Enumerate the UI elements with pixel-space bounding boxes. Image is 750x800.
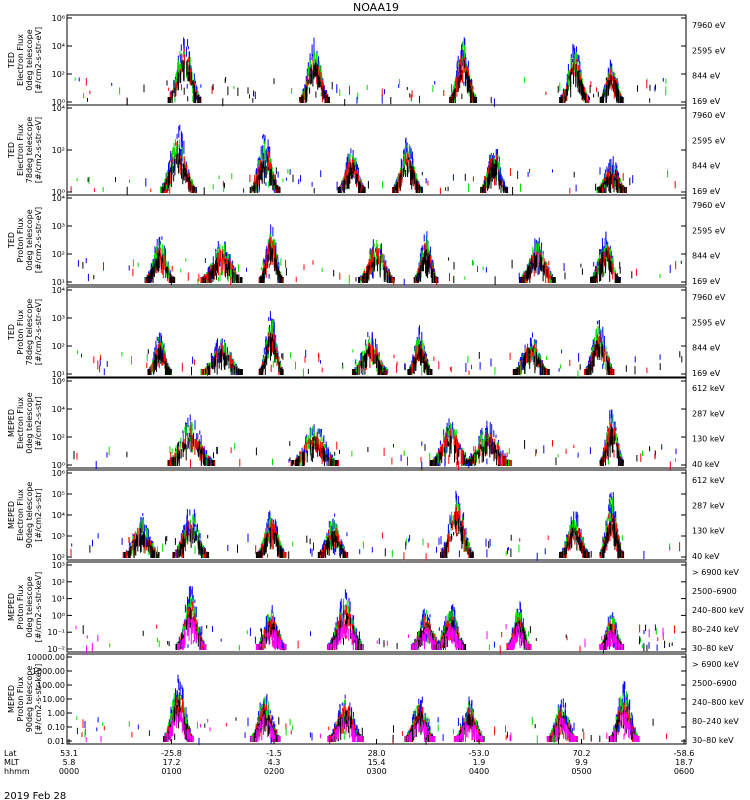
data-marks [74, 37, 667, 107]
y-axis-label-line: Electron Flux [16, 397, 25, 449]
data-marks [77, 224, 682, 286]
legend-entry: 7960 eV [692, 111, 726, 120]
y-tick-label: 10⁰ [52, 98, 65, 107]
panel-2: 10⁴ 10² 10⁰ TED Electron Flux 78deg telescope… [7, 104, 726, 197]
legend-entry: 844 eV [692, 72, 721, 81]
legend-entry: 2595 eV [692, 136, 726, 145]
y-tick-label: 10³ [52, 314, 65, 323]
y-tick-label: 10³ [52, 222, 65, 231]
y-axis-label-line: 0deg telescope [25, 29, 34, 90]
y-tick-label: 10⁴ [52, 405, 65, 414]
legend-entry: 844 eV [692, 344, 721, 353]
legend-entry: 169 eV [692, 187, 721, 196]
legend-entry: 40 keV [692, 460, 720, 469]
y-axis-label-line: 0deg telescope [25, 209, 34, 270]
y-tick-label: 10² [52, 433, 65, 442]
y-tick-label: 10⁰ [52, 188, 65, 197]
y-tick-label: 10² [52, 146, 65, 155]
panel-4: 10⁴ 10³ 10² 10¹ TED Proton Flux 78deg telescop… [7, 286, 726, 379]
panel-5: 10⁶ 10⁴ 10² 10⁰ MEPED Electron Flux 0deg teles… [7, 377, 725, 471]
legend-entry: 2595 eV [692, 318, 726, 327]
legend-entry: 7960 eV [692, 21, 726, 30]
y-axis-label-line: 0deg telescope [25, 392, 34, 453]
y-axis-label-line: TED [7, 142, 16, 159]
legend-entry: 844 eV [692, 162, 721, 171]
legend-entry: 7960 eV [692, 201, 726, 210]
y-tick-label: 10¹ [52, 370, 65, 379]
data-marks [70, 124, 676, 195]
data-marks [77, 311, 683, 379]
panel-3: 10⁴ 10³ 10² 10¹ TED Proton Flux 0deg telescope… [7, 194, 726, 287]
y-axis-label-line: TED [7, 232, 16, 249]
legend-entry: 2595 eV [692, 226, 726, 235]
legend-entry: 612 keV [692, 384, 725, 393]
y-axis-label-line: [#/cm2-s-str-eV] [34, 117, 43, 183]
panel-frame [66, 14, 687, 106]
y-axis-label-line: [#/cm2-s-str-eV] [34, 299, 43, 365]
y-axis-label-line: Electron Flux [16, 124, 25, 176]
y-tick-label: 10⁶ [52, 14, 65, 23]
y-axis-label-line: [#/cm2-s-str] [34, 396, 43, 449]
legend-entry: 7960 eV [692, 293, 726, 302]
y-tick-label: 10⁴ [52, 286, 65, 295]
y-tick-label: 10² [52, 342, 65, 351]
y-axis-label-line: TED [7, 52, 16, 69]
y-axis-label-line: Electron Flux [16, 34, 25, 86]
y-tick-label: 10⁶ [52, 377, 65, 386]
y-tick-label: 10⁴ [52, 42, 65, 51]
panel-frame [66, 286, 687, 378]
panel-frame [66, 104, 687, 196]
legend-entry: 844 eV [692, 252, 721, 261]
y-tick-label: 10⁰ [52, 461, 65, 470]
y-tick-label: 10¹ [52, 278, 65, 287]
legend-entry: 130 keV [692, 435, 725, 444]
panel-1: 10⁶ 10⁴ 10² 10⁰ TED Electron Flux 0deg telesco… [7, 14, 726, 107]
y-axis-label-line: TED [7, 324, 16, 341]
y-tick-label: 10² [52, 250, 65, 259]
y-tick-label: 10⁴ [52, 194, 65, 203]
legend-entry: 169 eV [692, 97, 721, 106]
y-tick-label: 10⁴ [52, 104, 65, 113]
y-axis-label-line: [#/cm2-s-str-eV] [34, 207, 43, 273]
y-axis-label-line: 78deg telescope [25, 299, 34, 366]
legend-entry: 2595 eV [692, 46, 726, 55]
legend-entry: 169 eV [692, 369, 721, 378]
y-tick-label: 10² [52, 70, 65, 79]
y-axis-label-line: [#/cm2-s-str-eV] [34, 27, 43, 93]
data-marks [73, 409, 677, 471]
y-axis-label-line: MEPED [7, 409, 16, 437]
chart-title: NOAA19 [353, 1, 399, 14]
y-axis-label-line: Proton Flux [16, 309, 25, 354]
y-axis-label-line: Proton Flux [16, 217, 25, 262]
legend-entry: 169 eV [692, 277, 721, 286]
panel-frame [66, 377, 687, 469]
legend-entry: 287 keV [692, 409, 725, 418]
y-axis-label-line: 78deg telescope [25, 117, 34, 184]
panel-frame [66, 194, 687, 286]
